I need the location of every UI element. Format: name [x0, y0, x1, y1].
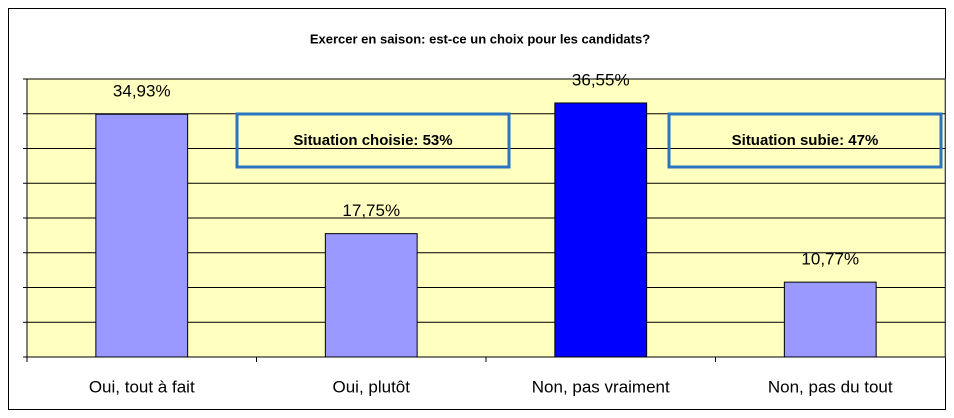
- value-label: 10,77%: [801, 250, 859, 269]
- x-tick-label: Non, pas du tout: [768, 377, 893, 396]
- x-tick-label: Non, pas vraiment: [532, 377, 670, 396]
- value-label: 17,75%: [342, 201, 400, 220]
- value-label: 36,55%: [572, 70, 630, 89]
- annotation: Situation choisie: 53%: [293, 132, 452, 149]
- value-label: 34,93%: [113, 82, 171, 101]
- bar: [324, 233, 418, 358]
- annotation-box: [235, 112, 511, 169]
- x-tick-label: Oui, tout à fait: [89, 377, 195, 396]
- bar: [95, 113, 189, 358]
- annotation: Situation subie: 47%: [732, 132, 879, 149]
- chart-title: Exercer en saison: est-ce un choix pour …: [310, 31, 650, 46]
- annotation-box: [667, 112, 943, 169]
- x-tick-label: Oui, plutôt: [333, 377, 411, 396]
- bar: [554, 102, 648, 358]
- bar: [783, 281, 877, 358]
